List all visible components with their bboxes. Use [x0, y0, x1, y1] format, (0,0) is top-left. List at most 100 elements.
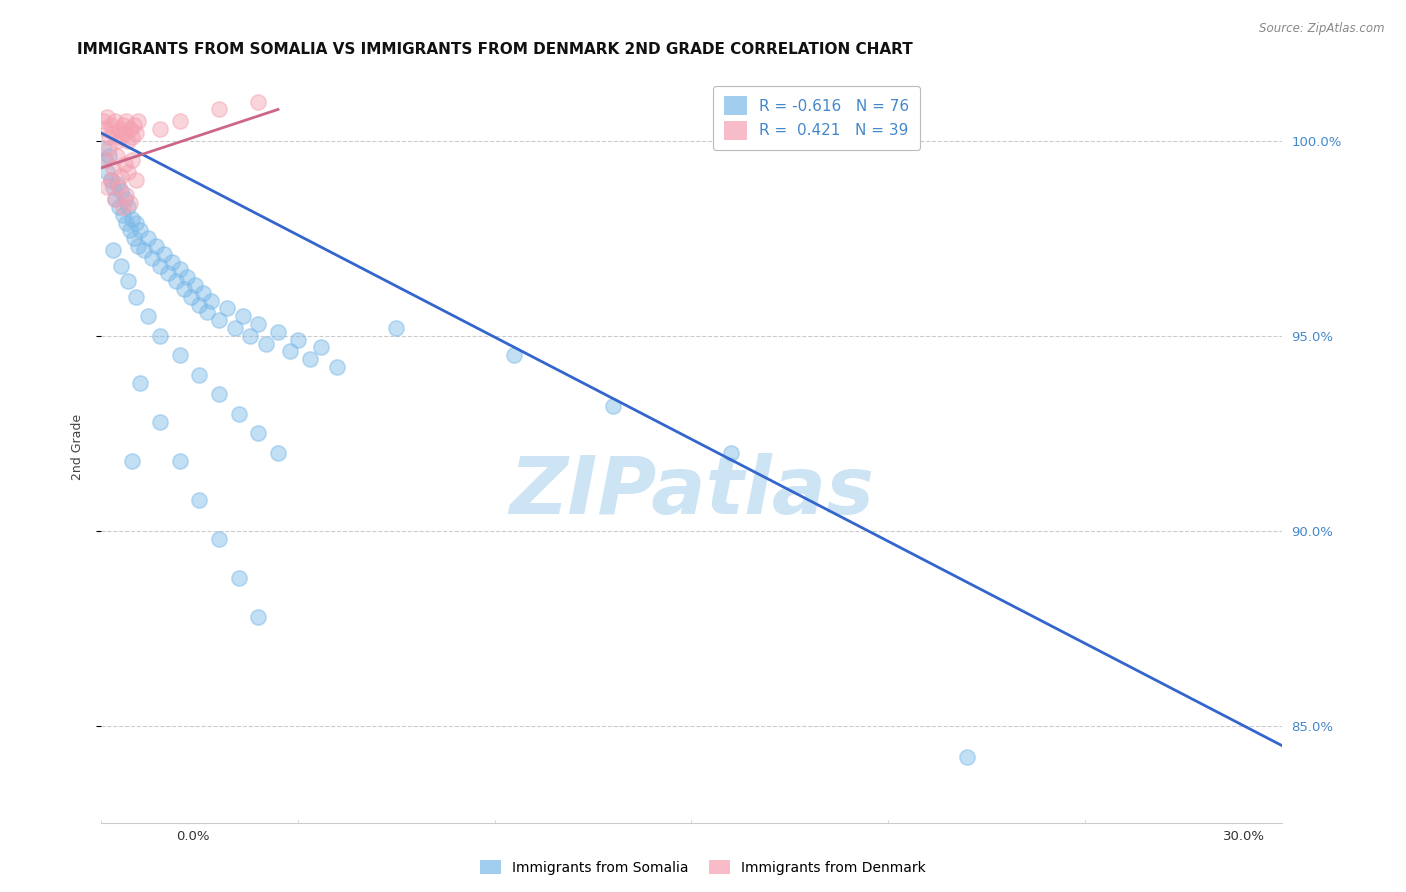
Point [107, 200, 129, 214]
Point [311, 341, 333, 355]
Point [149, 328, 172, 343]
Point [100, 118, 122, 132]
Y-axis label: 2nd Grade: 2nd Grade [72, 414, 84, 480]
Point [125, 172, 148, 186]
Point [115, 216, 138, 230]
Point [247, 609, 270, 624]
Point [100, 172, 122, 186]
Point [156, 266, 179, 280]
Point [160, 254, 183, 268]
Point [107, 122, 129, 136]
Point [169, 348, 191, 362]
Point [215, 301, 238, 316]
Point [104, 192, 127, 206]
Point [180, 290, 202, 304]
Point [94, 153, 117, 168]
Point [110, 129, 132, 144]
Point [134, 243, 156, 257]
Point [91, 114, 114, 128]
Point [149, 259, 172, 273]
Point [239, 328, 262, 343]
Point [503, 348, 526, 362]
Point [96, 165, 118, 179]
Point [267, 325, 290, 339]
Text: 30.0%: 30.0% [1223, 830, 1265, 843]
Point [208, 387, 231, 401]
Point [136, 231, 159, 245]
Point [208, 103, 231, 117]
Point [200, 293, 222, 308]
Point [153, 247, 176, 261]
Point [120, 223, 142, 237]
Point [169, 453, 191, 467]
Point [121, 453, 143, 467]
Point [111, 118, 134, 132]
Point [149, 122, 172, 136]
Text: Source: ZipAtlas.com: Source: ZipAtlas.com [1260, 22, 1385, 36]
Point [149, 415, 172, 429]
Point [117, 200, 139, 214]
Point [247, 317, 270, 331]
Point [228, 571, 250, 585]
Point [298, 352, 321, 367]
Point [105, 177, 128, 191]
Point [125, 126, 148, 140]
Point [125, 290, 148, 304]
Point [287, 333, 309, 347]
Point [224, 321, 246, 335]
Point [188, 492, 211, 507]
Point [184, 278, 207, 293]
Point [105, 134, 128, 148]
Point [145, 239, 167, 253]
Point [101, 126, 124, 140]
Point [188, 297, 211, 311]
Text: IMMIGRANTS FROM SOMALIA VS IMMIGRANTS FROM DENMARK 2ND GRADE CORRELATION CHART: IMMIGRANTS FROM SOMALIA VS IMMIGRANTS FR… [77, 42, 912, 57]
Point [94, 153, 117, 168]
Point [110, 185, 132, 199]
Point [96, 110, 118, 124]
Point [115, 114, 138, 128]
Point [121, 211, 143, 226]
Point [165, 274, 187, 288]
Point [124, 231, 146, 245]
Point [110, 259, 132, 273]
Point [104, 114, 127, 128]
Point [114, 157, 136, 171]
Point [173, 282, 195, 296]
Point [720, 446, 742, 460]
Point [125, 216, 148, 230]
Point [188, 368, 211, 382]
Point [117, 134, 139, 148]
Point [101, 243, 124, 257]
Point [127, 114, 149, 128]
Point [96, 180, 118, 194]
Point [97, 129, 120, 144]
Point [278, 344, 301, 359]
Point [124, 118, 146, 132]
Point [127, 239, 149, 253]
Point [129, 376, 152, 390]
Point [193, 285, 215, 300]
Point [169, 114, 191, 128]
Point [111, 200, 134, 214]
Point [115, 188, 138, 202]
Point [107, 180, 129, 194]
Point [232, 310, 254, 324]
Point [101, 180, 124, 194]
Point [247, 426, 270, 441]
Point [91, 141, 114, 155]
Legend: Immigrants from Somalia, Immigrants from Denmark: Immigrants from Somalia, Immigrants from… [474, 855, 932, 880]
Point [141, 251, 163, 265]
Point [208, 532, 231, 546]
Point [602, 399, 624, 413]
Point [208, 313, 231, 327]
Point [120, 196, 142, 211]
Point [101, 161, 124, 175]
Point [114, 192, 136, 206]
Text: 0.0%: 0.0% [176, 830, 209, 843]
Point [254, 336, 277, 351]
Point [111, 208, 134, 222]
Point [105, 149, 128, 163]
Point [228, 407, 250, 421]
Point [97, 149, 120, 163]
